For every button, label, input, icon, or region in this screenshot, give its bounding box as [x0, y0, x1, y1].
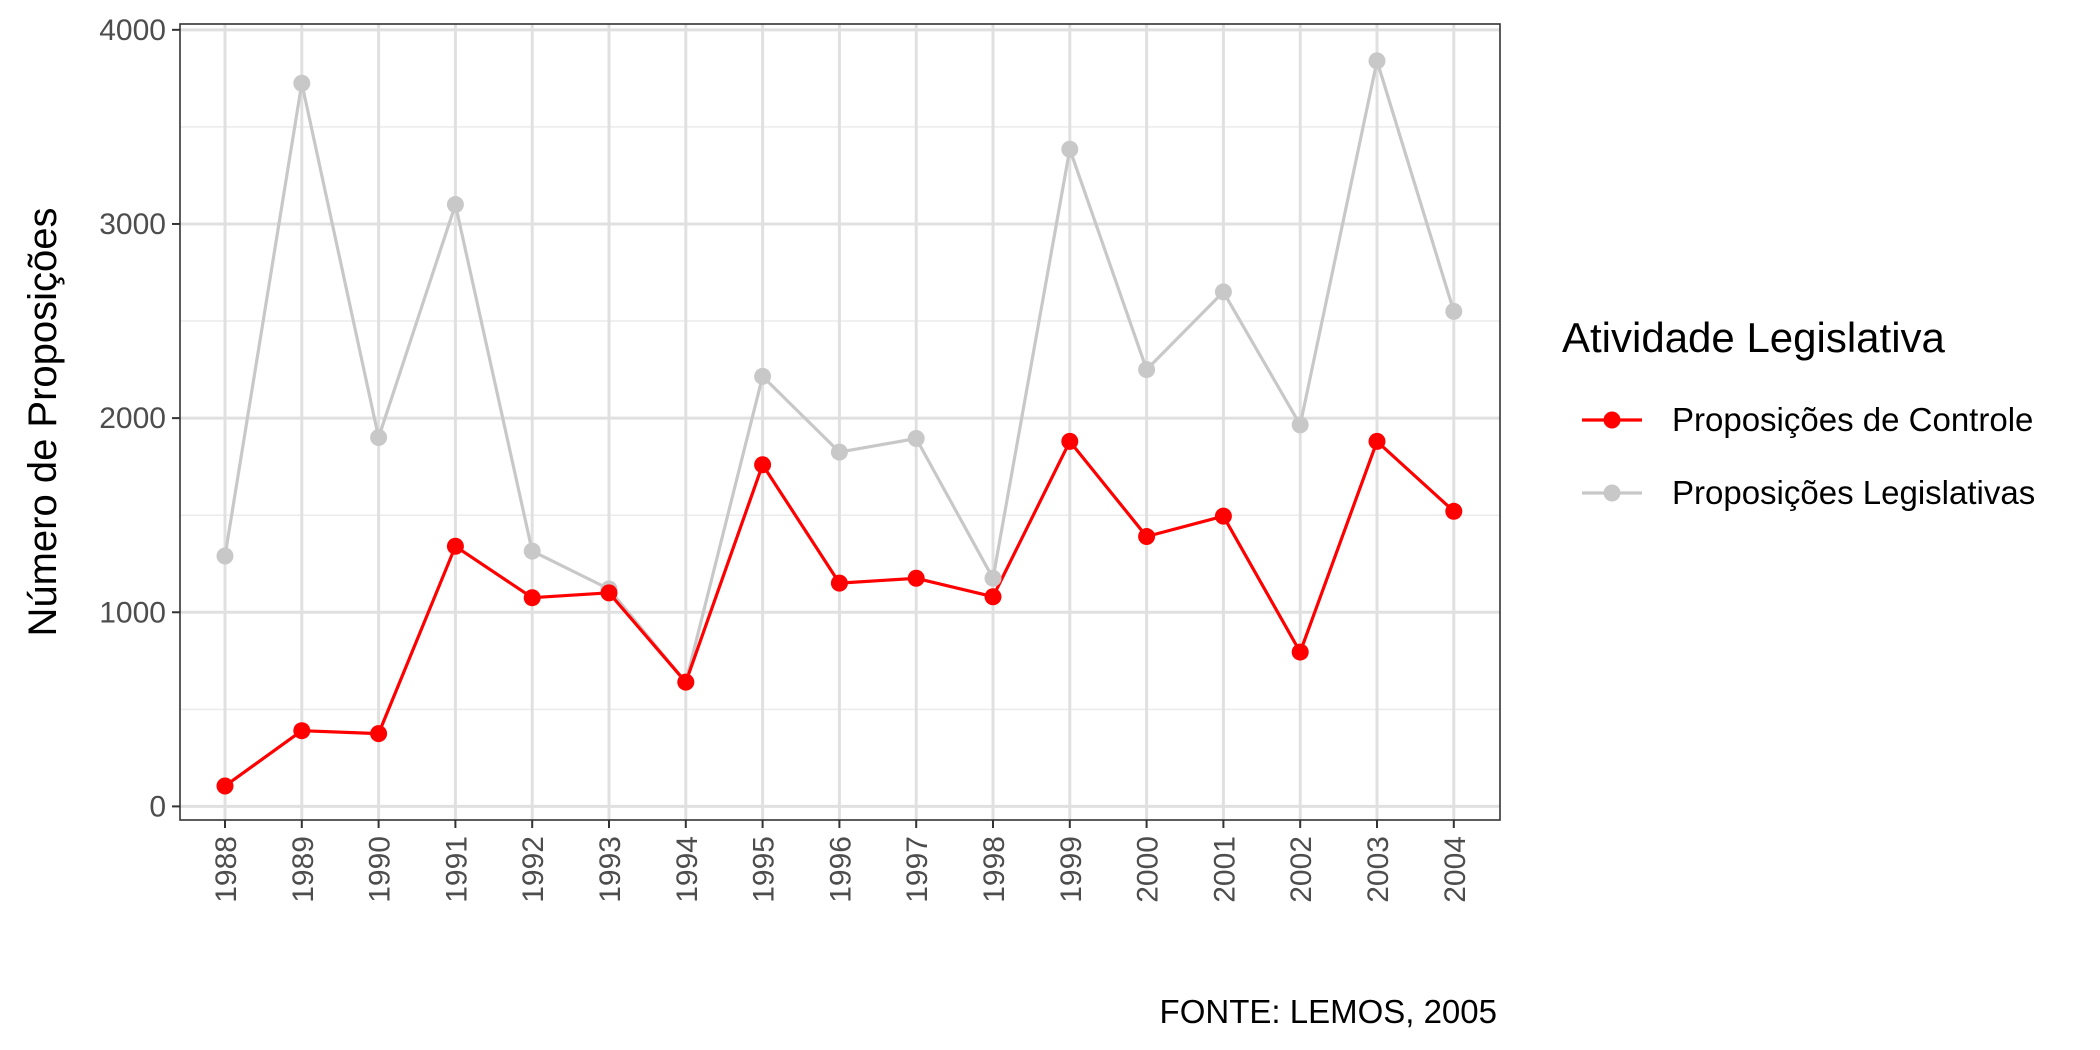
series-points — [216, 52, 1463, 795]
axes: 0 1000 2000 3000 4000 1988 1989 1990 1991 1992 199… — [99, 14, 1472, 903]
data-point — [677, 673, 695, 691]
x-tick-label: 1993 — [594, 836, 627, 903]
x-tick-label: 2002 — [1285, 836, 1318, 903]
data-point — [754, 367, 772, 385]
x-tick-label: 1999 — [1055, 836, 1088, 903]
x-tick-label: 1990 — [364, 836, 397, 903]
data-point — [216, 547, 234, 565]
x-tick-label: 1992 — [517, 836, 550, 903]
y-tick-label: 3000 — [99, 208, 166, 241]
chart-caption: FONTE: LEMOS, 2005 — [1160, 993, 1497, 1030]
data-point — [446, 196, 464, 214]
x-tick-label: 1998 — [978, 836, 1011, 903]
data-point — [1445, 302, 1463, 320]
legend-title: Atividade Legislativa — [1562, 314, 1946, 361]
x-tick-label: 2001 — [1208, 836, 1241, 903]
legend-label: Proposições de Controle — [1672, 401, 2033, 438]
data-point — [984, 588, 1002, 606]
data-point — [600, 584, 618, 602]
y-tick-label: 2000 — [99, 402, 166, 435]
data-point — [907, 430, 925, 448]
y-tick-label: 1000 — [99, 596, 166, 629]
x-tick-label: 1997 — [901, 836, 934, 903]
x-tick-label: 2003 — [1362, 836, 1395, 903]
legend: Atividade Legislativa Proposições de Con… — [1562, 314, 2035, 511]
x-tick-label: 1988 — [210, 836, 243, 903]
data-point — [1138, 528, 1156, 546]
data-point — [1368, 432, 1386, 450]
data-point — [1061, 140, 1079, 158]
x-tick-label: 1989 — [287, 836, 320, 903]
legend-label: Proposições Legislativas — [1672, 474, 2035, 511]
data-point — [1138, 361, 1156, 379]
y-tick-label: 0 — [149, 790, 166, 823]
x-tick-label: 1995 — [748, 836, 781, 903]
data-point — [830, 443, 848, 461]
data-point — [754, 456, 772, 474]
data-point — [1368, 52, 1386, 70]
x-tick-label: 1991 — [440, 836, 473, 903]
data-point — [907, 569, 925, 587]
legend-key-point — [1603, 484, 1621, 502]
legend-key-point — [1603, 411, 1621, 429]
data-point — [370, 429, 388, 447]
x-tick-label: 2004 — [1439, 836, 1472, 903]
data-point — [293, 722, 311, 740]
x-tick-label: 2000 — [1132, 836, 1165, 903]
data-point — [984, 569, 1002, 587]
data-point — [523, 589, 541, 607]
data-point — [1214, 283, 1232, 301]
data-point — [1291, 416, 1309, 434]
y-tick-label: 4000 — [99, 14, 166, 47]
data-point — [830, 574, 848, 592]
y-axis-title: Número de Proposições — [21, 207, 65, 636]
legend-items: Proposições de Controle Proposições Legis… — [1582, 401, 2035, 511]
x-tick-label: 1994 — [671, 836, 704, 903]
data-point — [293, 74, 311, 92]
grid — [180, 24, 1500, 820]
data-point — [523, 542, 541, 560]
data-point — [1445, 502, 1463, 520]
data-point — [1214, 507, 1232, 525]
data-point — [370, 725, 388, 743]
data-point — [1291, 643, 1309, 661]
data-point — [1061, 432, 1079, 450]
data-point — [216, 777, 234, 795]
x-tick-label: 1996 — [824, 836, 857, 903]
data-point — [446, 537, 464, 555]
